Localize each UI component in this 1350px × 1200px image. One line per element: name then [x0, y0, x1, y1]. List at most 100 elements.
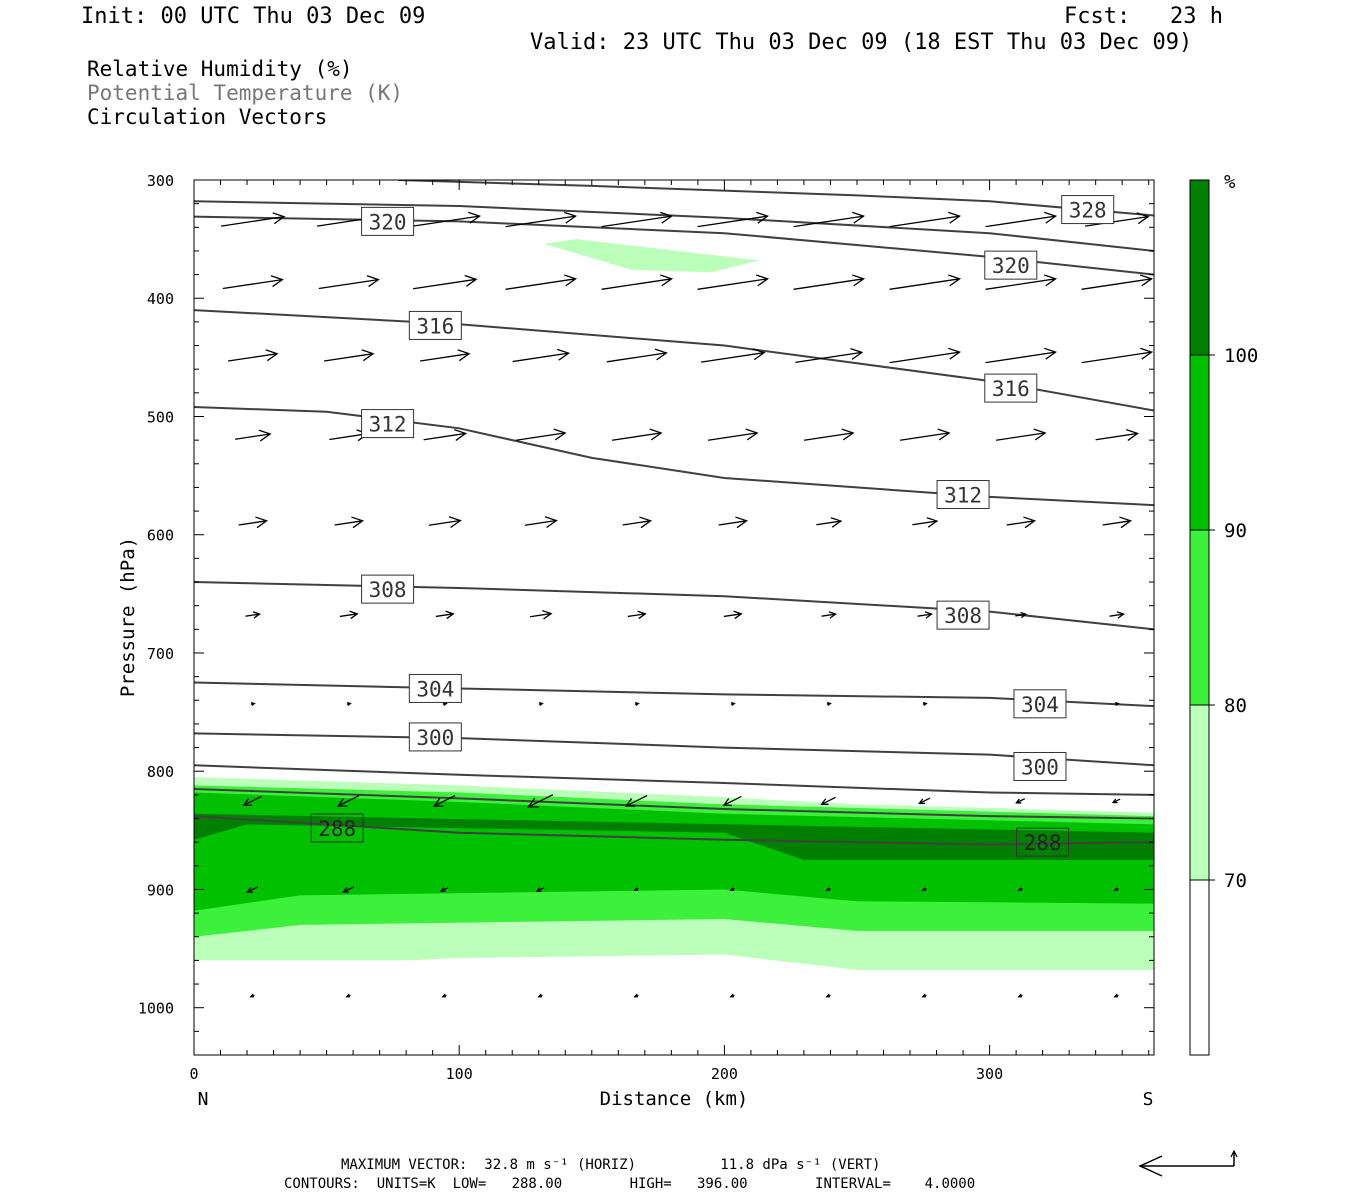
circulation-vector: [537, 993, 543, 998]
theta-contour-label-text: 316: [416, 314, 454, 338]
colorbar-level-label: 100: [1224, 345, 1258, 367]
circulation-vector: [708, 428, 759, 441]
circulation-vector: [729, 993, 735, 998]
circulation-vector: [816, 517, 843, 528]
circulation-vector: [826, 701, 832, 706]
circulation-vector: [921, 993, 927, 998]
circulation-vector: [825, 887, 831, 892]
circulation-vector: [701, 348, 766, 363]
theta-contour-300: [194, 732, 1154, 767]
circulation-vector: [697, 211, 770, 228]
circulation-vector: [1017, 993, 1023, 998]
circulation-vector: [612, 428, 663, 441]
theta-contour-label: 300: [1013, 751, 1067, 781]
theta-contour-312: [194, 406, 1154, 507]
y-tick-label: 500: [147, 408, 174, 426]
x-end-left-label: N: [198, 1089, 209, 1110]
circulation-vector: [1081, 347, 1154, 364]
theta-contour-label: 288: [310, 813, 364, 843]
circulation-vector: [221, 212, 286, 227]
circulation-vector: [1015, 611, 1028, 619]
theta-contour-label: 308: [361, 574, 415, 604]
circulation-vector: [889, 274, 962, 290]
theta-contour-label-text: 300: [1021, 755, 1059, 779]
circulation-vector: [423, 429, 468, 441]
init-time: Init: 00 UTC Thu 03 Dec 09: [81, 4, 426, 29]
circulation-vector: [324, 349, 375, 362]
circulation-vector: [439, 887, 449, 892]
colorbar-frame: [1189, 179, 1210, 1056]
circulation-vector: [516, 428, 567, 441]
circulation-vector: [917, 611, 934, 619]
circulation-vector: [624, 794, 648, 807]
plot-frame: [193, 179, 1155, 1056]
theta-contour-label: 320: [361, 206, 415, 236]
theta-contour-304: [194, 681, 1154, 708]
circulation-vector: [505, 211, 578, 228]
y-tick-label: 700: [147, 645, 174, 663]
theta-contour-label: 316: [984, 373, 1038, 403]
colorbar-segment: [1190, 705, 1209, 880]
theta-contour-label: 304: [408, 673, 462, 703]
circulation-vector: [601, 274, 674, 290]
circulation-vector: [921, 887, 927, 892]
circulation-vector: [1015, 798, 1026, 804]
circulation-vector: [922, 701, 928, 706]
y-axis-label: Pressure (hPa): [117, 537, 139, 697]
x-end-right-label: S: [1143, 1089, 1154, 1110]
circulation-vector: [242, 795, 262, 806]
theta-contour-label: 328: [1061, 195, 1115, 225]
circulation-vector: [246, 886, 259, 893]
circulation-vector: [793, 274, 866, 290]
reference-vector-icon: [1138, 1149, 1238, 1177]
colorbar-unit: %: [1224, 171, 1236, 193]
theta-contour-308: [194, 581, 1154, 631]
circulation-vector: [1102, 516, 1133, 529]
circulation-vector: [793, 211, 866, 228]
footer-max-vector: MAXIMUM VECTOR: 32.8 m s⁻¹ (HORIZ) 11.8 …: [341, 1157, 881, 1173]
circulation-vector: [821, 611, 838, 619]
circulation-vector: [627, 610, 647, 620]
colorbar-segment: [1190, 880, 1209, 1055]
circulation-vector: [1114, 701, 1120, 706]
circulation-vector: [985, 211, 1058, 228]
x-axis-label: Distance (km): [600, 1088, 749, 1110]
theta-contour-label-text: 312: [369, 413, 407, 437]
circulation-vector: [1113, 993, 1119, 998]
footer-contours: CONTOURS: UNITS=K LOW= 288.00 HIGH= 396.…: [284, 1176, 976, 1192]
valid-time: Valid: 23 UTC Thu 03 Dec 09 (18 EST Thu …: [530, 30, 1193, 55]
circulation-vector: [697, 274, 770, 290]
legend-theta: Potential Temperature (K): [87, 81, 404, 105]
circulation-vector: [912, 517, 939, 528]
theta-contour-label-text: 308: [369, 578, 407, 602]
circulation-vector: [342, 886, 355, 893]
circulation-vector: [527, 794, 554, 808]
theta-contour-label: 312: [936, 480, 990, 510]
theta-contour-label-text: 308: [944, 604, 982, 628]
circulation-vector: [334, 516, 365, 529]
theta-contour-label-text: 320: [369, 210, 407, 234]
circulation-vector: [228, 349, 279, 362]
circulation-vector: [222, 275, 284, 290]
theta-contour-label: 308: [936, 600, 990, 630]
colorbar-level-label: 90: [1224, 520, 1247, 542]
circulation-vector: [336, 794, 360, 807]
circulation-vector: [1085, 212, 1150, 227]
circulation-vector: [795, 347, 864, 363]
circulation-vector: [435, 610, 455, 620]
circulation-vector: [524, 516, 558, 529]
y-tick-label: 400: [147, 290, 174, 308]
rh-fill-100-3: [194, 813, 1154, 860]
circulation-vector: [804, 428, 855, 441]
theta-contour-label-text: 320: [992, 254, 1030, 278]
circulation-vector: [245, 611, 262, 619]
theta-contour-label-text: 304: [1021, 693, 1059, 717]
circulation-vector: [238, 516, 269, 529]
theta-contour-label: 300: [408, 722, 462, 752]
circulation-vector: [249, 993, 255, 998]
legend-vectors: Circulation Vectors: [87, 105, 328, 129]
circulation-vector: [730, 701, 736, 706]
circulation-vector: [889, 211, 962, 228]
circulation-vector: [729, 887, 735, 892]
theta-contour-label-text: 328: [1069, 199, 1107, 223]
